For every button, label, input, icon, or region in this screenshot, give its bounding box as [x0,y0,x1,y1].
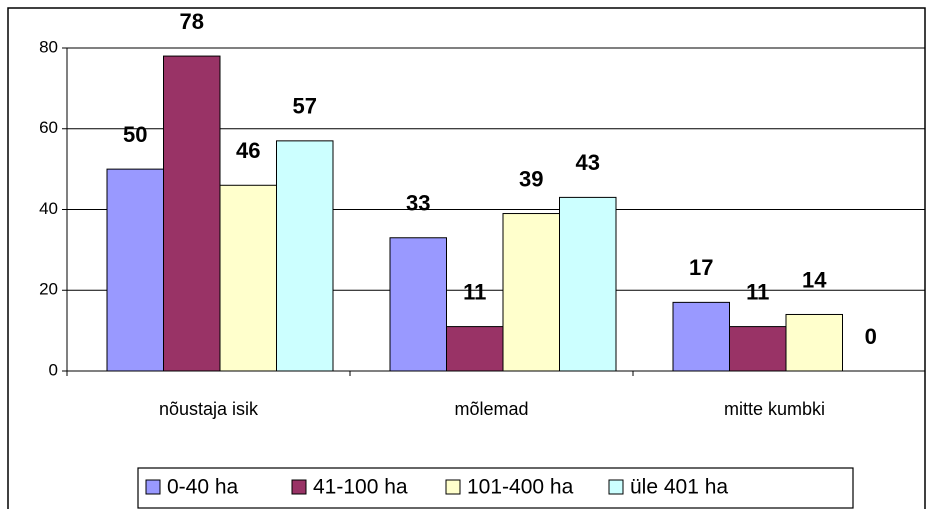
data-label: 39 [519,166,543,191]
bar [785,313,843,372]
data-label: 14 [802,267,827,292]
legend-label: üle 401 ha [630,476,728,499]
bar [163,55,221,372]
data-label: 17 [689,255,713,280]
x-tick-label: mõlemad [454,399,528,419]
bar [446,326,504,372]
data-label: 57 [293,94,317,119]
bar [389,237,447,372]
legend-swatch [445,479,461,495]
y-tick-label: 0 [49,360,58,379]
data-label: 43 [576,150,600,175]
y-tick-label: 20 [39,280,58,299]
data-label: 33 [406,191,430,216]
bar [219,184,277,372]
x-tick-label: mitte kumbki [724,399,825,419]
legend-swatch [291,479,307,495]
x-tick-label: nõustaja isik [159,399,259,419]
bar [276,140,334,372]
legend-label: 0-40 ha [167,476,239,499]
data-label: 50 [123,122,147,147]
legend-box [137,467,854,509]
bar [502,213,560,372]
chart-frame [7,7,926,509]
data-label: 46 [236,138,260,163]
bar [559,196,617,372]
y-tick-label: 60 [39,118,58,137]
y-tick-label: 80 [39,37,58,56]
bar [672,301,730,372]
legend-label: 101-400 ha [467,476,574,499]
bar [106,168,164,372]
legend-swatch [608,479,624,495]
data-label: 11 [463,279,486,304]
data-label: 78 [180,9,204,34]
y-tick-label: 40 [39,199,58,218]
legend-swatch [145,479,161,495]
legend-label: 41-100 ha [313,476,408,499]
data-label: 11 [746,279,769,304]
bar [729,326,787,372]
data-label: 0 [865,324,877,349]
